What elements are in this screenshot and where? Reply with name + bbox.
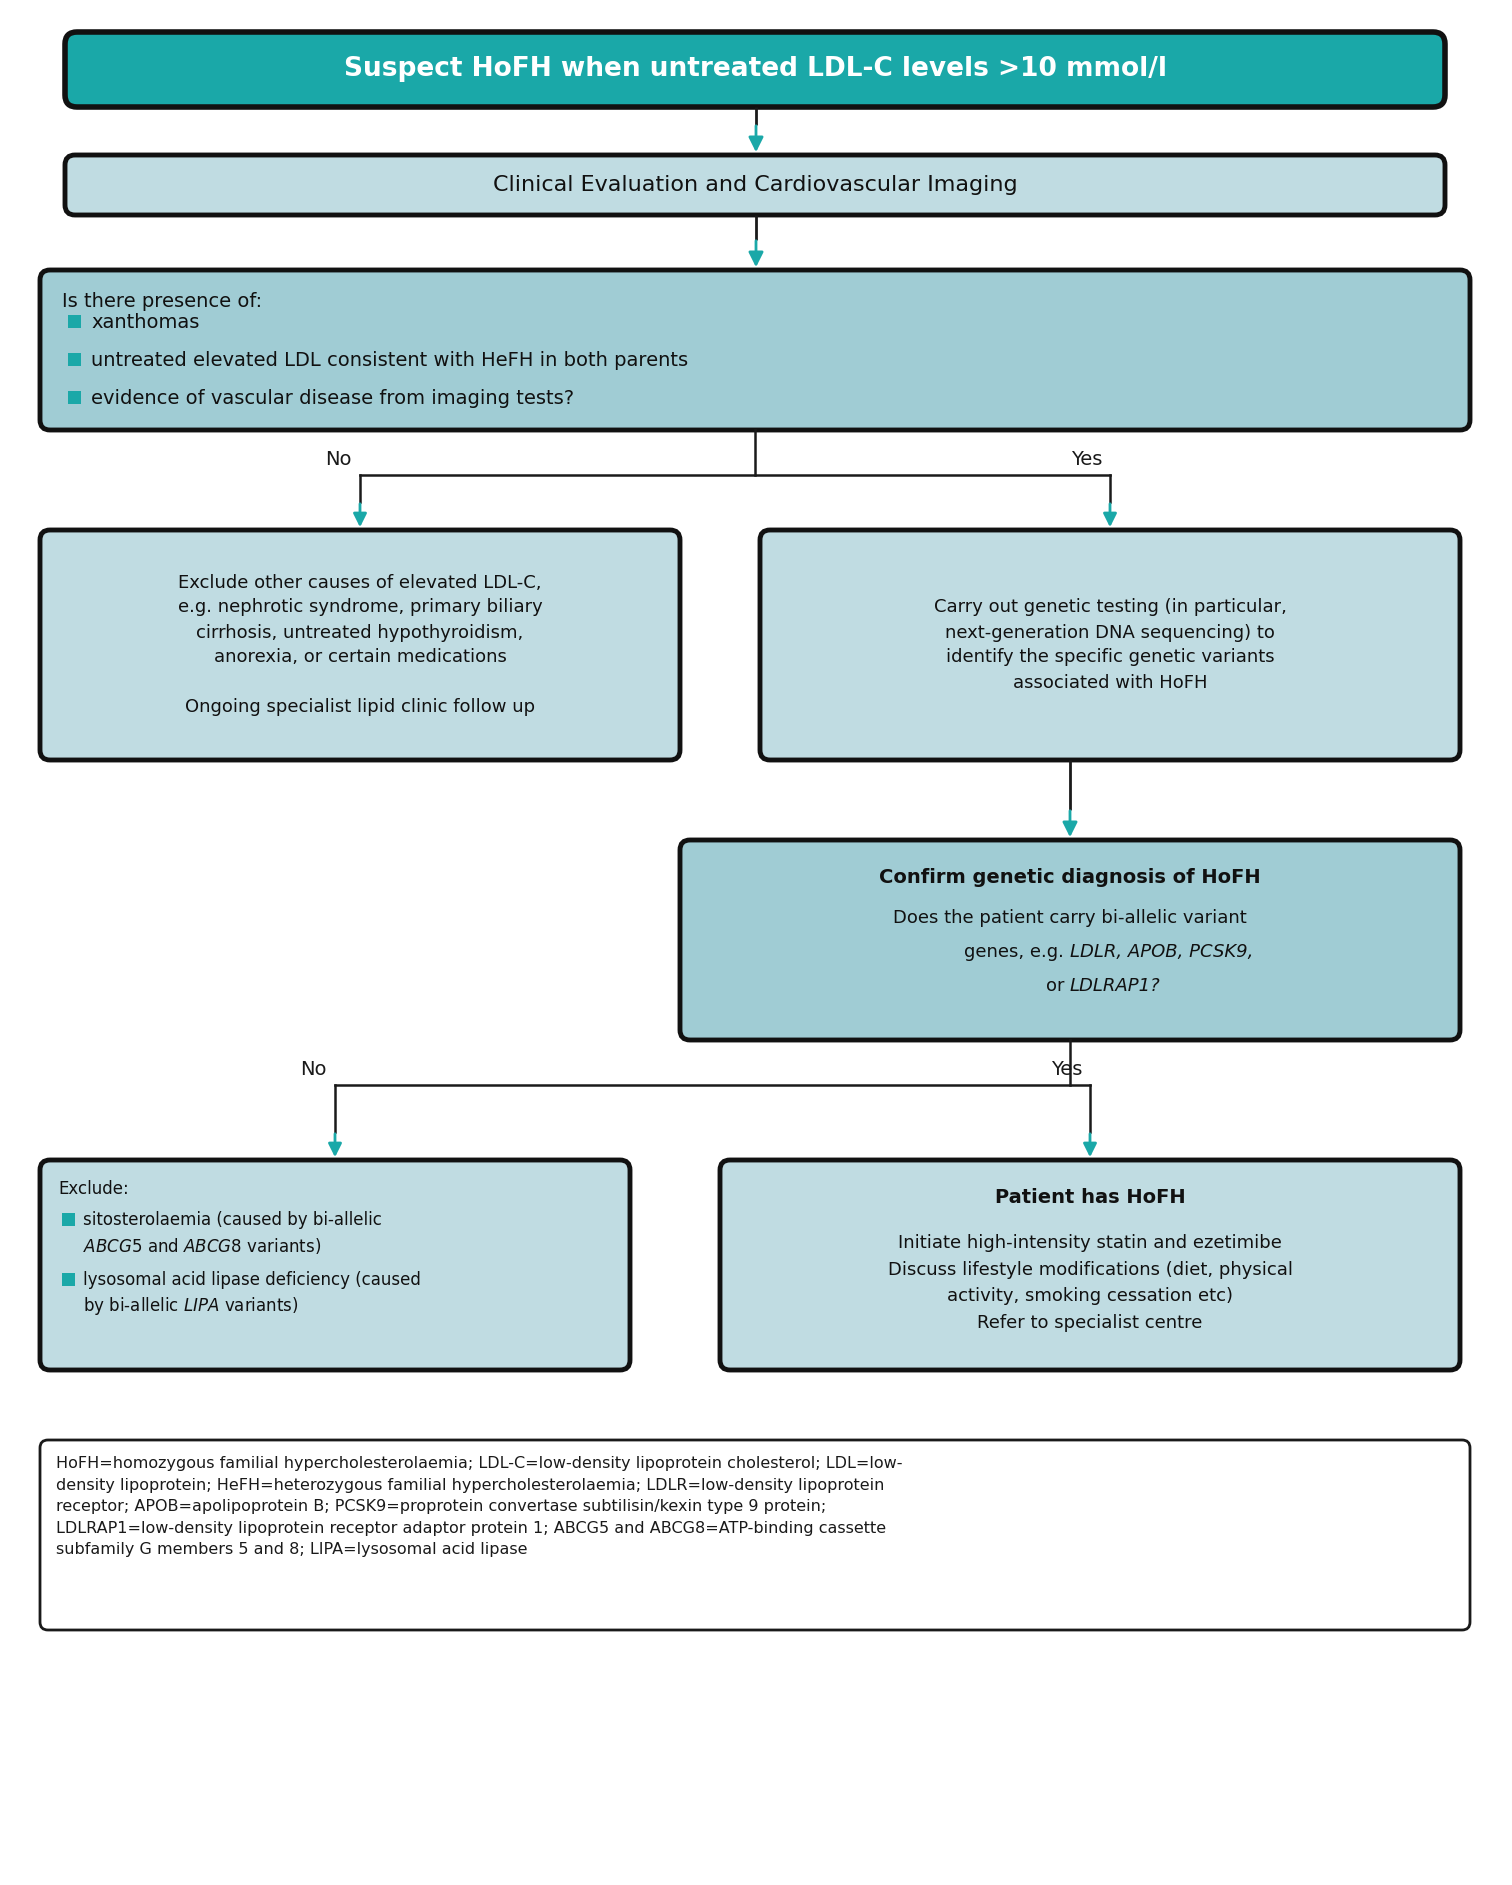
Text: Is there presence of:: Is there presence of:: [62, 292, 262, 311]
Text: Patient has HoFH: Patient has HoFH: [995, 1188, 1185, 1206]
Text: Exclude:: Exclude:: [57, 1180, 129, 1199]
Text: genes, e.g.: genes, e.g.: [965, 942, 1070, 961]
FancyBboxPatch shape: [39, 1440, 1470, 1631]
FancyBboxPatch shape: [39, 270, 1470, 430]
Text: Exclude other causes of elevated LDL-C,
e.g. nephrotic syndrome, primary biliary: Exclude other causes of elevated LDL-C, …: [177, 573, 543, 716]
Text: HoFH=homozygous familial hypercholesterolaemia; LDL-C=low-density lipoprotein ch: HoFH=homozygous familial hypercholestero…: [56, 1455, 903, 1557]
Bar: [68, 392, 82, 405]
Text: lysosomal acid lipase deficiency (caused: lysosomal acid lipase deficiency (caused: [83, 1270, 420, 1289]
FancyBboxPatch shape: [761, 530, 1461, 760]
Bar: [62, 1274, 76, 1286]
Text: Confirm genetic diagnosis of HoFH: Confirm genetic diagnosis of HoFH: [878, 867, 1261, 888]
Text: Suspect HoFH when untreated LDL-C levels >10 mmol/l: Suspect HoFH when untreated LDL-C levels…: [343, 57, 1166, 83]
Text: Clinical Evaluation and Cardiovascular Imaging: Clinical Evaluation and Cardiovascular I…: [493, 175, 1018, 194]
Text: $\it{ABCG5}$ and $\it{ABCG8}$ variants): $\it{ABCG5}$ and $\it{ABCG8}$ variants): [83, 1237, 321, 1255]
Text: Carry out genetic testing (in particular,
next-generation DNA sequencing) to
ide: Carry out genetic testing (in particular…: [933, 599, 1287, 692]
Text: evidence of vascular disease from imaging tests?: evidence of vascular disease from imagin…: [91, 388, 575, 407]
Text: or: or: [1046, 976, 1070, 995]
Bar: [68, 354, 82, 366]
FancyBboxPatch shape: [39, 1159, 631, 1370]
Text: LDLR, APOB, PCSK9,: LDLR, APOB, PCSK9,: [1070, 942, 1253, 961]
FancyBboxPatch shape: [65, 155, 1445, 215]
Text: by bi-allelic $\it{LIPA}$ variants): by bi-allelic $\it{LIPA}$ variants): [83, 1295, 298, 1318]
Text: Does the patient carry bi-allelic variant: Does the patient carry bi-allelic varian…: [894, 909, 1247, 927]
Text: Initiate high-intensity statin and ezetimibe
Discuss lifestyle modifications (di: Initiate high-intensity statin and ezeti…: [888, 1235, 1293, 1331]
Text: sitosterolaemia (caused by bi-allelic: sitosterolaemia (caused by bi-allelic: [83, 1210, 383, 1229]
Text: untreated elevated LDL consistent with HeFH in both parents: untreated elevated LDL consistent with H…: [91, 351, 688, 369]
FancyBboxPatch shape: [720, 1159, 1461, 1370]
Bar: [68, 315, 82, 328]
Text: Yes: Yes: [1051, 1059, 1083, 1078]
Text: No: No: [301, 1059, 327, 1078]
FancyBboxPatch shape: [65, 32, 1445, 107]
FancyBboxPatch shape: [680, 841, 1461, 1041]
Text: No: No: [325, 451, 352, 469]
Text: xanthomas: xanthomas: [91, 313, 200, 332]
Text: Yes: Yes: [1070, 451, 1102, 469]
FancyBboxPatch shape: [39, 530, 680, 760]
Bar: [62, 1214, 76, 1227]
Text: LDLRAP1?: LDLRAP1?: [1070, 976, 1161, 995]
